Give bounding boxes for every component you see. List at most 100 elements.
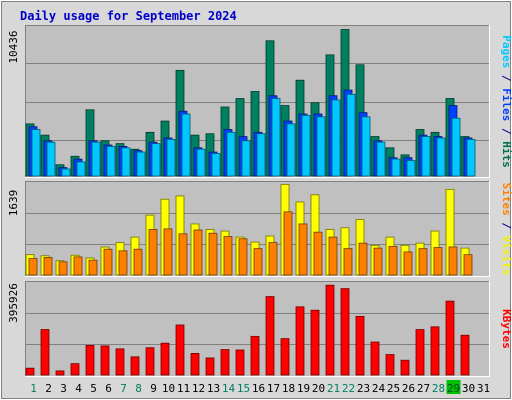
bar-kbytes-day-26: [400, 359, 410, 376]
series-legend: Pages / Files / Hits: [500, 35, 512, 168]
bar-pages-day-21: [331, 99, 341, 177]
day-label-11: 11: [177, 382, 190, 395]
panel-hits-files-pages: 10436 Pages / Files / Hits: [7, 25, 512, 178]
bar-kbytes-day-10: [160, 342, 170, 376]
legend-sites-0: Sites: [500, 183, 512, 216]
series-legend: Sites / Visits: [500, 183, 512, 276]
bar-pages-day-23: [361, 116, 371, 177]
day-label-17: 17: [267, 382, 280, 395]
bar-pages-day-7: [121, 147, 131, 177]
day-label-14: 14: [222, 382, 236, 395]
bar-kbytes-day-7: [115, 348, 125, 376]
bar-kbytes-day-3: [55, 370, 65, 376]
bar-pages-day-16: [256, 133, 266, 177]
bar-pages-day-3: [61, 168, 71, 177]
series-legend: KBytes: [500, 309, 512, 349]
legend-kbytes-0: KBytes: [500, 309, 512, 349]
bars-kbytes: [25, 284, 470, 376]
chart-title: Daily usage for September 2024: [20, 9, 237, 23]
bar-sites-day-19: [298, 223, 308, 276]
legend-files-2: Files: [500, 88, 512, 121]
bar-kbytes-day-4: [70, 363, 80, 376]
bar-kbytes-day-20: [310, 309, 320, 376]
chart-panels: 10436 Pages / Files / Hits 1639 Sites / Vis…: [7, 25, 512, 377]
bar-sites-day-26: [403, 251, 413, 276]
day-label-28: 28: [432, 382, 445, 395]
day-label-12: 12: [192, 382, 205, 395]
day-label-6: 6: [105, 382, 112, 395]
x-axis-day-labels: 1 2 3 4 5 6 7 8 9 10 11 12 13 14 15 16 17 18 19 20 21 22 23 24 2…: [30, 380, 490, 395]
bars-hits-files-pages: [25, 29, 476, 177]
bar-sites-day-17: [268, 242, 278, 276]
bar-kbytes-day-12: [190, 353, 200, 376]
day-label-19: 19: [297, 382, 310, 395]
bar-sites-day-6: [103, 248, 113, 276]
day-label-10: 10: [162, 382, 175, 395]
day-label-9: 9: [150, 382, 157, 395]
bar-pages-day-22: [346, 93, 356, 177]
bar-sites-day-11: [178, 233, 188, 276]
scale-max-label: 395926: [7, 283, 20, 323]
bar-kbytes-day-22: [340, 288, 350, 376]
bar-pages-day-4: [76, 161, 86, 177]
day-label-4: 4: [75, 382, 82, 395]
bars-visits-sites: [25, 183, 473, 276]
day-label-7: 7: [120, 382, 127, 395]
bar-sites-day-8: [133, 248, 143, 276]
bar-sites-day-5: [88, 259, 98, 276]
bar-kbytes-day-13: [205, 357, 215, 376]
bar-pages-day-20: [316, 116, 326, 177]
day-label-31: 31: [477, 382, 490, 395]
bar-pages-day-13: [211, 153, 221, 177]
bar-kbytes-day-11: [175, 324, 185, 376]
bar-pages-day-11: [181, 113, 191, 177]
bar-sites-day-3: [58, 261, 68, 276]
bar-pages-day-25: [391, 158, 401, 177]
bar-sites-day-4: [73, 256, 83, 276]
bar-pages-day-14: [226, 131, 236, 177]
bar-sites-day-30: [463, 254, 473, 276]
day-label-22: 22: [342, 382, 355, 395]
bar-pages-day-15: [241, 140, 251, 177]
day-label-3: 3: [60, 382, 67, 395]
legend-pages-0: Pages: [500, 35, 512, 68]
day-label-23: 23: [357, 382, 370, 395]
bar-sites-day-1: [28, 258, 38, 276]
day-label-21: 21: [327, 382, 340, 395]
bar-pages-day-27: [421, 136, 431, 177]
bar-kbytes-day-2: [40, 329, 50, 376]
day-label-8: 8: [135, 382, 142, 395]
day-highlight-29: [446, 380, 461, 394]
bar-kbytes-day-28: [430, 326, 440, 376]
bar-sites-day-24: [373, 247, 383, 276]
bar-kbytes-day-19: [295, 306, 305, 376]
legend---3: /: [500, 121, 512, 141]
bar-sites-day-2: [43, 257, 53, 276]
bar-pages-day-5: [91, 141, 101, 177]
bar-sites-day-14: [223, 236, 233, 276]
day-label-18: 18: [282, 382, 295, 395]
day-label-15: 15: [237, 382, 250, 395]
bar-pages-day-12: [196, 148, 206, 177]
bar-kbytes-day-29: [445, 300, 455, 376]
bar-pages-day-30: [466, 138, 476, 177]
legend-hits-4: Hits: [500, 141, 512, 168]
bar-pages-day-17: [271, 98, 281, 177]
bar-sites-day-20: [313, 231, 323, 276]
bar-pages-day-2: [46, 141, 56, 177]
bar-pages-day-10: [166, 138, 176, 177]
day-label-1: 1: [30, 382, 37, 395]
bar-sites-day-7: [118, 250, 128, 276]
bar-sites-day-21: [328, 236, 338, 276]
bar-sites-day-15: [238, 238, 248, 276]
bar-pages-day-8: [136, 151, 146, 177]
day-label-5: 5: [90, 382, 97, 395]
bar-kbytes-day-16: [250, 335, 260, 376]
bar-pages-day-28: [436, 137, 446, 177]
bar-pages-day-24: [376, 141, 386, 177]
bar-sites-day-25: [388, 246, 398, 276]
panel-visits-sites: 1639 Sites / Visits: [7, 181, 512, 277]
